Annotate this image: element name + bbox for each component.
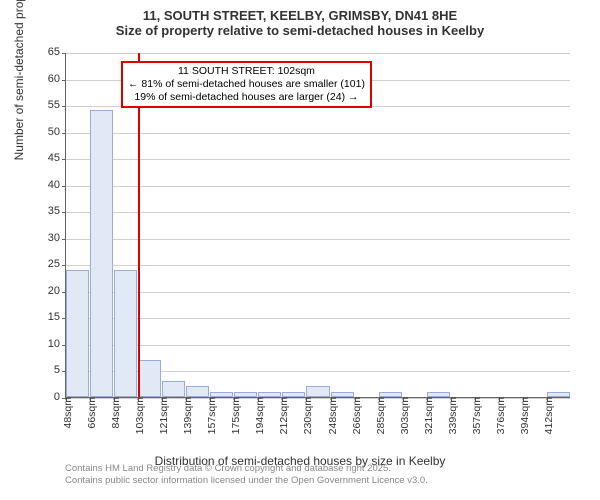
x-tick-label: 285sqm xyxy=(371,397,387,434)
x-tick-label: 248sqm xyxy=(323,397,339,434)
x-tick-label: 357sqm xyxy=(467,397,483,434)
x-tick-label: 339sqm xyxy=(443,397,459,434)
gridline xyxy=(66,345,570,346)
x-tick-label: 266sqm xyxy=(347,397,363,434)
histogram-bar xyxy=(138,360,161,397)
histogram-bar xyxy=(90,110,113,397)
histogram-bar xyxy=(186,386,209,397)
x-tick-label: 303sqm xyxy=(395,397,411,434)
footer-line2: Contains public sector information licen… xyxy=(65,475,428,486)
histogram-bar xyxy=(306,386,329,397)
histogram-bar xyxy=(114,270,137,397)
x-tick-label: 321sqm xyxy=(419,397,435,434)
x-tick-label: 103sqm xyxy=(130,397,146,434)
x-tick-label: 66sqm xyxy=(82,397,98,429)
histogram-bar xyxy=(66,270,89,397)
x-tick-label: 175sqm xyxy=(226,397,242,434)
gridline xyxy=(66,159,570,160)
histogram-bar xyxy=(162,381,185,397)
plot-area: 05101520253035404550556065 11 SOUTH STRE… xyxy=(65,53,570,398)
footer-attribution: Contains HM Land Registry data © Crown c… xyxy=(65,463,428,486)
x-tick-label: 84sqm xyxy=(106,397,122,429)
x-tick-label: 157sqm xyxy=(202,397,218,434)
gridline xyxy=(66,212,570,213)
gridline xyxy=(66,53,570,54)
x-tick-label: 194sqm xyxy=(250,397,266,434)
x-tick-label: 48sqm xyxy=(58,397,74,429)
annotation-line1: 11 SOUTH STREET: 102sqm xyxy=(128,65,365,78)
gridline xyxy=(66,239,570,240)
gridline xyxy=(66,186,570,187)
y-axis-label: Number of semi-detached properties xyxy=(12,0,26,160)
gridline xyxy=(66,318,570,319)
property-size-chart: 11, SOUTH STREET, KEELBY, GRIMSBY, DN41 … xyxy=(10,8,590,488)
x-tick-label: 121sqm xyxy=(154,397,170,434)
chart-subtitle: Size of property relative to semi-detach… xyxy=(10,23,590,38)
x-tick-label: 212sqm xyxy=(274,397,290,434)
gridline xyxy=(66,292,570,293)
annotation-line3: 19% of semi-detached houses are larger (… xyxy=(128,91,365,104)
y-tick-label: 65 xyxy=(36,46,66,58)
footer-line1: Contains HM Land Registry data © Crown c… xyxy=(65,463,428,474)
gridline xyxy=(66,133,570,134)
chart-title: 11, SOUTH STREET, KEELBY, GRIMSBY, DN41 … xyxy=(10,8,590,23)
gridline xyxy=(66,265,570,266)
x-tick-label: 139sqm xyxy=(178,397,194,434)
annotation-box: 11 SOUTH STREET: 102sqm ← 81% of semi-de… xyxy=(121,61,372,108)
x-tick-label: 394sqm xyxy=(515,397,531,434)
annotation-line2: ← 81% of semi-detached houses are smalle… xyxy=(128,78,365,91)
x-tick-label: 230sqm xyxy=(298,397,314,434)
x-tick-label: 412sqm xyxy=(539,397,555,434)
x-tick-label: 376sqm xyxy=(491,397,507,434)
